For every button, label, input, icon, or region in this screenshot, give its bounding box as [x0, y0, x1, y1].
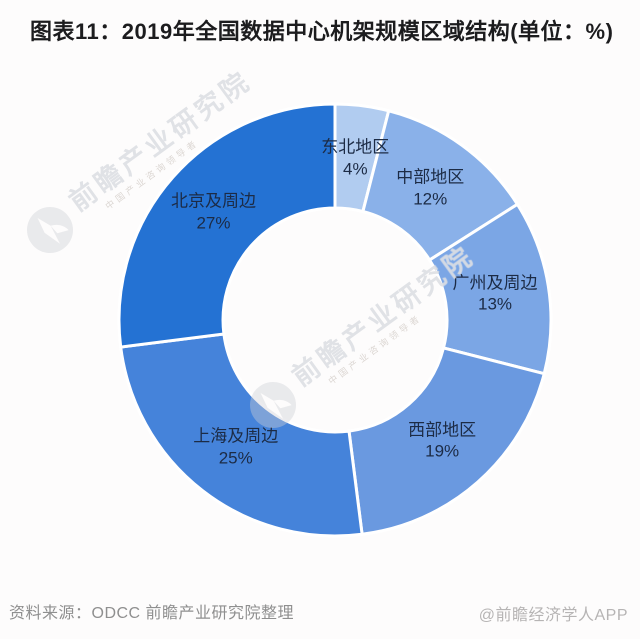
chart-title: 图表11：2019年全国数据中心机架规模区域结构(单位：%)	[30, 19, 614, 44]
slice-label-1: 中部地区 12%	[396, 167, 465, 209]
source-note: 资料来源：ODCC 前瞻产业研究院整理	[9, 605, 295, 622]
slice-label-3: 西部地区 19%	[408, 419, 477, 461]
credit-note: @前瞻经济学人APP	[478, 607, 628, 624]
slice-label-4: 上海及周边 25%	[193, 426, 279, 468]
pie-slice-4	[119, 332, 364, 538]
slice-label-5: 北京及周边 27%	[170, 191, 256, 232]
pie-slice-5	[117, 102, 337, 349]
slice-label-2: 广州及周边 13%	[452, 273, 538, 314]
pie-slice-3	[347, 346, 547, 536]
slice-label-0: 东北地区 4%	[321, 137, 390, 179]
